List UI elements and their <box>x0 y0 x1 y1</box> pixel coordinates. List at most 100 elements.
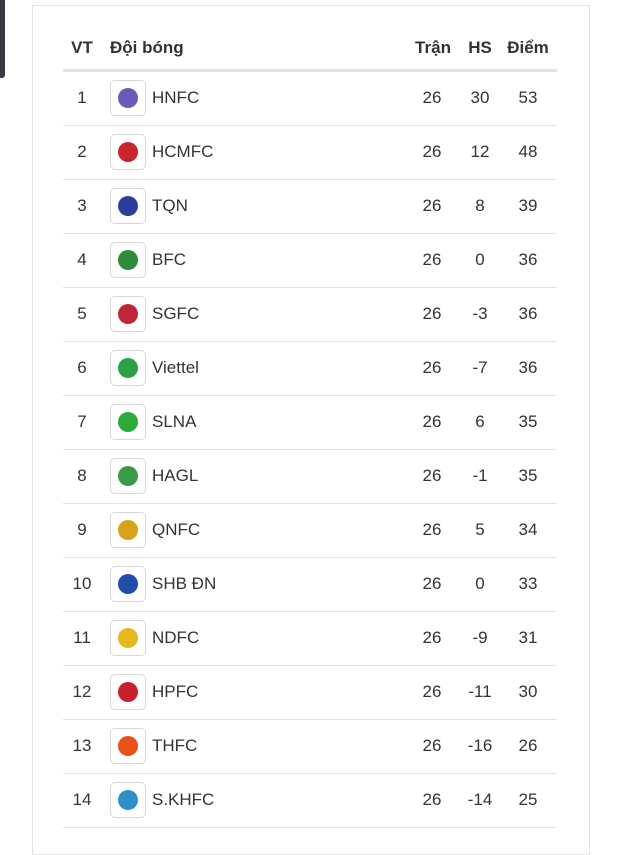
goal-difference: -1 <box>472 466 488 485</box>
rank: 2 <box>77 142 87 161</box>
team-name: SGFC <box>152 304 200 323</box>
points: 33 <box>518 574 538 593</box>
team-logo <box>110 674 146 710</box>
points: 34 <box>518 520 538 539</box>
team-logo <box>110 80 146 116</box>
played: 26 <box>422 790 442 809</box>
team-logo <box>110 512 146 548</box>
team-logo <box>110 620 146 656</box>
logo-emblem <box>118 358 138 378</box>
team-name: NDFC <box>152 628 200 647</box>
points: 35 <box>518 412 538 431</box>
row-divider <box>63 179 557 180</box>
row-divider <box>63 287 557 288</box>
rank: 13 <box>72 736 92 755</box>
points: 39 <box>518 196 538 215</box>
row-divider <box>63 341 557 342</box>
logo-emblem <box>118 250 138 270</box>
team-name: HAGL <box>152 466 199 485</box>
played: 26 <box>422 466 442 485</box>
rank: 9 <box>77 520 87 539</box>
logo-emblem <box>118 520 138 540</box>
goal-difference: -14 <box>467 790 493 809</box>
points: 35 <box>518 466 538 485</box>
goal-difference: 5 <box>475 520 485 539</box>
row-divider <box>63 719 557 720</box>
played: 26 <box>422 628 442 647</box>
team-name: HNFC <box>152 88 200 107</box>
side-bar <box>0 0 5 78</box>
team-name: S.KHFC <box>152 790 215 809</box>
team-name: QNFC <box>152 520 201 539</box>
logo-emblem <box>118 466 138 486</box>
column-header: Đội bóng <box>110 38 184 57</box>
logo-emblem <box>118 142 138 162</box>
team-logo <box>110 188 146 224</box>
rank: 7 <box>77 412 87 431</box>
rank: 6 <box>77 358 87 377</box>
row-divider <box>63 503 557 504</box>
row-divider <box>63 827 557 828</box>
column-header: HS <box>468 38 492 57</box>
goal-difference: 8 <box>475 196 485 215</box>
team-name: THFC <box>152 736 198 755</box>
points: 31 <box>518 628 538 647</box>
points: 48 <box>518 142 538 161</box>
logo-emblem <box>118 412 138 432</box>
logo-emblem <box>118 790 138 810</box>
goal-difference: -16 <box>467 736 493 755</box>
played: 26 <box>422 142 442 161</box>
row-divider <box>63 665 557 666</box>
team-name: SLNA <box>152 412 197 431</box>
played: 26 <box>422 358 442 377</box>
column-header: Điểm <box>507 38 549 57</box>
goal-difference: 0 <box>475 250 485 269</box>
rank: 10 <box>72 574 92 593</box>
rank: 12 <box>72 682 92 701</box>
header-divider <box>63 69 557 72</box>
rank: 3 <box>77 196 87 215</box>
team-logo <box>110 782 146 818</box>
played: 26 <box>422 736 442 755</box>
team-name: TQN <box>152 196 188 215</box>
logo-emblem <box>118 628 138 648</box>
rank: 4 <box>77 250 87 269</box>
logo-emblem <box>118 304 138 324</box>
played: 26 <box>422 196 442 215</box>
rank: 5 <box>77 304 87 323</box>
points: 26 <box>518 736 538 755</box>
row-divider <box>63 611 557 612</box>
team-name: Viettel <box>152 358 199 377</box>
team-logo <box>110 458 146 494</box>
played: 26 <box>422 682 442 701</box>
points: 36 <box>518 250 538 269</box>
team-logo <box>110 728 146 764</box>
team-name: HCMFC <box>152 142 214 161</box>
goal-difference: 30 <box>470 88 490 107</box>
team-logo <box>110 296 146 332</box>
row-divider <box>63 233 557 234</box>
goal-difference: -9 <box>472 628 488 647</box>
goal-difference: 0 <box>475 574 485 593</box>
points: 53 <box>518 88 538 107</box>
row-divider <box>63 557 557 558</box>
logo-emblem <box>118 196 138 216</box>
points: 36 <box>518 358 538 377</box>
played: 26 <box>422 304 442 323</box>
column-header: VT <box>71 38 93 57</box>
rank: 14 <box>72 790 92 809</box>
points: 30 <box>518 682 538 701</box>
goal-difference: 12 <box>470 142 490 161</box>
goal-difference: -7 <box>472 358 488 377</box>
team-name: SHB ĐN <box>152 574 217 593</box>
row-divider <box>63 125 557 126</box>
team-name: HPFC <box>152 682 199 701</box>
rank: 8 <box>77 466 87 485</box>
logo-emblem <box>118 88 138 108</box>
row-divider <box>63 449 557 450</box>
points: 36 <box>518 304 538 323</box>
team-logo <box>110 404 146 440</box>
logo-emblem <box>118 574 138 594</box>
goal-difference: -11 <box>468 682 492 701</box>
